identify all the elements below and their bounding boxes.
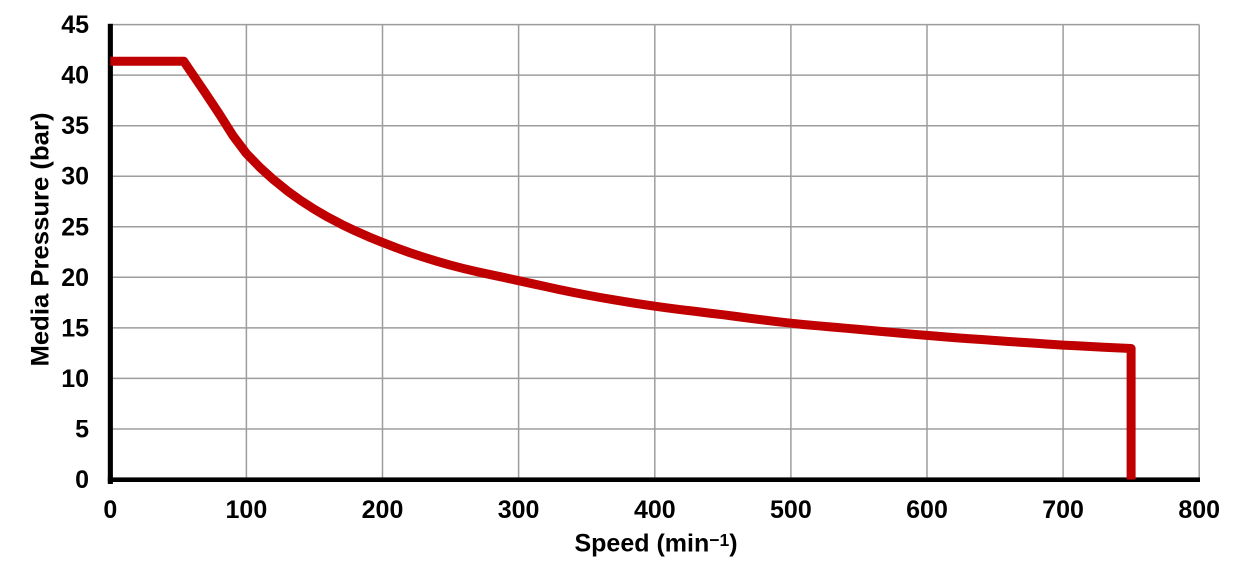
svg-text:5: 5 — [75, 416, 89, 444]
svg-text:Media Pressure (bar): Media Pressure (bar) — [27, 113, 55, 367]
svg-text:800: 800 — [1178, 496, 1220, 524]
svg-text:500: 500 — [770, 496, 812, 524]
svg-text:400: 400 — [634, 496, 676, 524]
svg-text:700: 700 — [1042, 496, 1084, 524]
svg-text:45: 45 — [61, 11, 89, 39]
svg-text:15: 15 — [61, 314, 89, 342]
svg-text:35: 35 — [61, 112, 89, 140]
svg-text:300: 300 — [498, 496, 540, 524]
svg-text:0: 0 — [103, 496, 117, 524]
svg-text:20: 20 — [61, 264, 89, 292]
svg-text:40: 40 — [61, 62, 89, 90]
svg-text:600: 600 — [906, 496, 948, 524]
svg-text:0: 0 — [75, 466, 89, 494]
svg-text:30: 30 — [61, 163, 89, 191]
svg-text:200: 200 — [362, 496, 404, 524]
svg-text:10: 10 — [61, 365, 89, 393]
svg-text:100: 100 — [226, 496, 268, 524]
svg-text:25: 25 — [61, 213, 89, 241]
